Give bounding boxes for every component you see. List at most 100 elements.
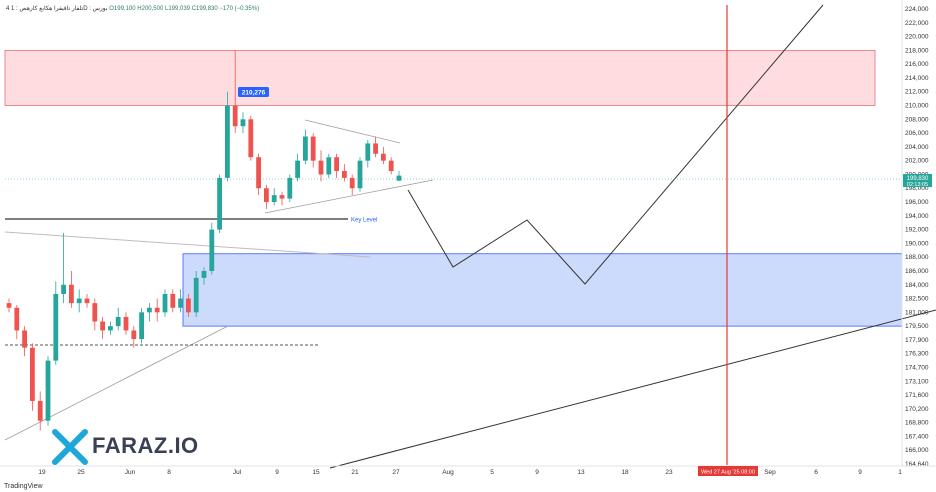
candle-up[interactable]: [178, 298, 183, 308]
candle-up[interactable]: [287, 177, 293, 199]
price-tick-label: 214,000: [905, 75, 929, 82]
candle-down[interactable]: [84, 298, 90, 304]
candle-down[interactable]: [131, 330, 137, 340]
price-tick-label: 202,000: [905, 158, 929, 165]
time-axis[interactable]: 19 25 Jun 8 Jul 9 15 21 27 Aug 5 9 13 18 23 Sep 6 9 1: [38, 469, 902, 476]
candle-up[interactable]: [396, 175, 402, 181]
candle-up[interactable]: [45, 360, 51, 421]
projection-path[interactable]: [407, 4, 824, 285]
candle-down[interactable]: [310, 136, 316, 161]
ascending-trendline-lower[interactable]: [4, 325, 229, 441]
high-value: H200,500: [137, 6, 164, 12]
candle-down[interactable]: [256, 157, 261, 189]
candle-down[interactable]: [22, 330, 27, 348]
candle-down[interactable]: [14, 307, 20, 331]
candle-up[interactable]: [201, 270, 207, 278]
last-price-box: [903, 174, 932, 187]
high-label: 210,276: [242, 90, 266, 97]
candle-up[interactable]: [365, 143, 371, 161]
candle-down[interactable]: [37, 400, 43, 421]
candle-up[interactable]: [61, 284, 66, 294]
candle-down[interactable]: [123, 316, 129, 331]
supply-zone[interactable]: [4, 49, 876, 106]
candle-up[interactable]: [225, 105, 230, 178]
candle-down[interactable]: [373, 143, 378, 154]
candle-up[interactable]: [193, 277, 199, 313]
candle-down[interactable]: [381, 153, 386, 161]
candle-up[interactable]: [240, 119, 246, 127]
time-tick-label: 5: [490, 469, 494, 476]
time-tick-label: 18: [621, 469, 629, 476]
candle-up[interactable]: [162, 293, 168, 313]
candle-down[interactable]: [154, 307, 160, 313]
price-tick-label: 204,000: [905, 144, 929, 151]
candle-down[interactable]: [342, 171, 347, 178]
candle-down[interactable]: [186, 298, 191, 313]
price-tick-label: 218,000: [905, 47, 929, 54]
price-tick-label: 198,000: [905, 185, 929, 192]
price-tick-label: 171,600: [905, 392, 929, 399]
candle-up[interactable]: [115, 316, 121, 327]
price-tick-label: 174,700: [905, 364, 929, 371]
close-value: C199,830: [191, 6, 218, 12]
candle-up[interactable]: [108, 326, 113, 331]
indicator-mark: 4: [6, 6, 10, 12]
time-tick-label: 9: [275, 469, 279, 476]
candle-down[interactable]: [30, 347, 35, 401]
low-value: L199,039: [164, 6, 191, 12]
candle-up[interactable]: [271, 195, 277, 203]
price-tick-label: 179,500: [905, 323, 929, 330]
candle-up[interactable]: [357, 160, 363, 189]
price-axis[interactable]: 224,000 222,000 220,000 218,000 216,000 214,0…: [905, 6, 929, 468]
price-tick-label: 194,000: [905, 213, 929, 220]
candle-up[interactable]: [53, 293, 59, 361]
candle-up[interactable]: [209, 229, 215, 271]
price-tick-label: 192,000: [905, 227, 929, 234]
candle-up[interactable]: [326, 157, 332, 175]
candle-down[interactable]: [279, 195, 285, 199]
crosshair-date-label: Wed 27 Aug '25 08:00: [701, 470, 755, 476]
key-level-label: Key Level: [351, 218, 377, 224]
candle-down[interactable]: [388, 160, 394, 172]
candle-down[interactable]: [232, 105, 238, 127]
candle-up[interactable]: [139, 312, 144, 340]
long-ascending-trendline[interactable]: [329, 309, 936, 469]
candle-down[interactable]: [349, 177, 355, 189]
candles-group: [6, 50, 402, 431]
candle-down[interactable]: [100, 321, 105, 331]
crosshair-date-box: [698, 466, 758, 476]
candle-up[interactable]: [147, 307, 152, 313]
candle-down[interactable]: [248, 119, 254, 158]
price-tick-label: 168,800: [905, 420, 929, 427]
candle-down[interactable]: [264, 188, 269, 203]
candle-down[interactable]: [6, 303, 12, 308]
candle-up[interactable]: [295, 160, 300, 178]
candle-up[interactable]: [76, 298, 82, 304]
time-tick-label: 8: [167, 469, 171, 476]
price-tick-label: 177,900: [905, 337, 929, 344]
candle-down[interactable]: [318, 160, 324, 175]
candle-up[interactable]: [217, 177, 222, 230]
price-tick-label: 181,000: [905, 309, 929, 316]
triangle-upper-line[interactable]: [304, 119, 401, 144]
countdown-label: 02:13:05: [907, 182, 928, 188]
time-tick-label: Jul: [233, 469, 242, 476]
price-tick-label: 166,000: [905, 447, 929, 454]
descending-trendline[interactable]: [4, 231, 371, 258]
price-tick-label: 212,000: [905, 89, 929, 96]
price-tick-label: 164,640: [905, 461, 929, 468]
triangle-lower-line[interactable]: [264, 179, 434, 214]
time-tick-label: Aug: [442, 469, 454, 476]
candle-down[interactable]: [170, 293, 176, 308]
price-tick-label: 190,000: [905, 240, 929, 247]
tradingview-footer: TradingView: [4, 483, 43, 490]
demand-zone[interactable]: [182, 253, 903, 327]
candle-up[interactable]: [303, 136, 308, 161]
time-tick-label: 27: [392, 469, 400, 476]
candle-down[interactable]: [69, 284, 74, 304]
candle-down[interactable]: [334, 157, 339, 172]
price-tick-label: 206,000: [905, 130, 929, 137]
candle-down[interactable]: [92, 303, 98, 322]
